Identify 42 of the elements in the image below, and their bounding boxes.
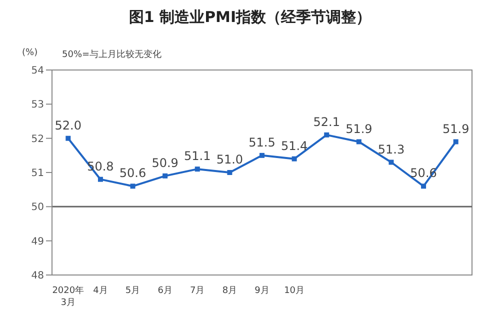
point (324, 132, 330, 138)
x-tick-label: 6月 (158, 286, 172, 296)
y-tick-label: 53 (31, 100, 44, 111)
y-tick-label: 54 (31, 66, 44, 77)
data-label: 50.9 (152, 156, 178, 170)
data-label: 51.9 (346, 122, 372, 136)
data-label: 52.0 (54, 118, 82, 132)
data-label: 50.6 (119, 166, 146, 180)
point (194, 166, 200, 172)
point (292, 156, 297, 162)
x-tick-label: 2020年 3月 (52, 285, 84, 308)
y-tick-label: 51 (31, 168, 44, 180)
data-label: 51.5 (248, 135, 276, 150)
y-tick-label: 49 (31, 236, 44, 248)
point (162, 173, 168, 178)
point (388, 160, 394, 165)
x-tick-label: 7月 (190, 286, 205, 296)
x-tick-label: 10月 (284, 286, 305, 296)
x-tick-label: 9月 (254, 286, 270, 296)
point (421, 184, 426, 189)
point (98, 176, 103, 182)
data-label: 51.4 (280, 138, 308, 153)
point (356, 139, 362, 144)
x-tick-label: 5月 (125, 286, 140, 296)
point (66, 136, 71, 141)
chart-title: 图1 制造业PMI指数（经季节调整） (128, 8, 372, 27)
y-axis-title: (%) (22, 48, 38, 58)
point (260, 152, 264, 158)
data-label: 52.1 (313, 114, 340, 129)
point (453, 139, 458, 144)
y-tick-label: 48 (31, 270, 44, 282)
data-label: 51.3 (378, 142, 405, 156)
point (130, 184, 136, 189)
point (227, 170, 232, 175)
x-tick-label: 8月 (222, 286, 238, 296)
x-tick-label: 4月 (93, 286, 108, 296)
text: 50%=与上月比较无变化 (62, 50, 162, 60)
y-tick-label: 52 (31, 134, 44, 145)
data-label: 51.9 (442, 122, 470, 136)
y-tick-label: 50 (31, 202, 44, 214)
data-label: 51.1 (184, 149, 211, 164)
data-label: 51.0 (216, 152, 244, 166)
